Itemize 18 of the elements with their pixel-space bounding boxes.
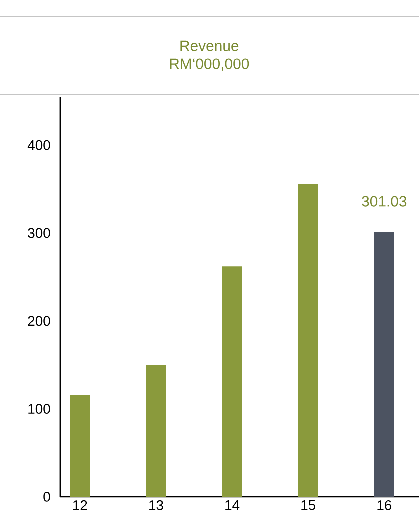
x-tick-label: 13 (150, 500, 164, 510)
x-tick-label: 15 (302, 500, 316, 510)
x-tick-label: 14 (226, 500, 240, 510)
y-tick-label: 100 (28, 404, 50, 414)
x-tick-label: 16 (378, 500, 392, 510)
y-tick-label: 0 (44, 492, 50, 502)
bar (298, 184, 318, 497)
bar (374, 232, 394, 497)
x-tick-label: 12 (73, 500, 88, 510)
bar (222, 266, 242, 497)
data-label: 301.03 (362, 196, 407, 207)
chart-title: Revenue (180, 40, 239, 52)
bar (146, 365, 166, 497)
chart-subtitle: RM‘000,000 (170, 58, 250, 72)
y-tick-label: 200 (28, 316, 50, 326)
bar (70, 395, 90, 497)
y-tick-label: 300 (28, 228, 50, 238)
y-tick-label: 400 (28, 140, 50, 150)
